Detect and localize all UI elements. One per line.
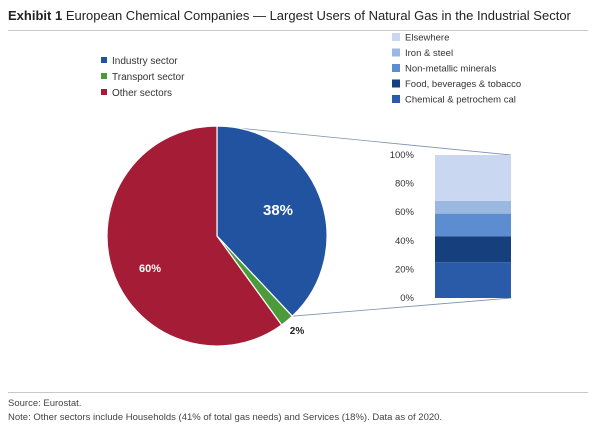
footnote: Note: Other sectors include Households (… <box>8 412 443 423</box>
bar-segment-non-metallic-minerals <box>435 213 511 237</box>
zoom-connector-line <box>216 125 512 156</box>
pie-legend-label: Industry sector <box>112 56 178 67</box>
y-tick-label: 0% <box>400 293 414 304</box>
pie-legend: Industry sector Transport sector Other sec… <box>101 56 185 99</box>
pie-data-label: 38% <box>263 202 293 219</box>
y-tick-label: 40% <box>395 236 415 247</box>
bar-legend-label: Non-metallic minerals <box>405 64 497 75</box>
pie-data-label: 60% <box>139 263 161 275</box>
bar-legend-label: Elsewhere <box>405 33 449 44</box>
bar-legend-swatch <box>392 33 400 41</box>
bar-legend-label: Food, beverages & tobacco <box>405 79 521 90</box>
bar-legend-label: Iron & steel <box>405 48 453 59</box>
pie-legend-swatch <box>101 57 107 63</box>
zoom-connectors <box>216 125 512 317</box>
bar-segment-food-beverages-tobacco <box>435 236 511 263</box>
exhibit-title-text: European Chemical Companies — Largest Us… <box>65 8 571 23</box>
bar-legend-label: Chemical & petrochem cal <box>405 95 516 106</box>
pie-slice-other-sectors <box>106 125 283 347</box>
y-tick-label: 100% <box>390 150 415 161</box>
chart-area: 38% 2% 60% Industry sector Transport sector… <box>101 33 521 347</box>
bar-legend-swatch <box>392 48 400 57</box>
bar-legend-swatch <box>392 95 400 103</box>
zoom-connector-line <box>292 297 512 317</box>
bar-legend-swatch <box>392 79 400 88</box>
top-divider <box>8 30 588 31</box>
pie-chart: 38% 2% 60% <box>106 125 328 347</box>
source-note: Source: Eurostat. <box>8 398 82 409</box>
y-tick-label: 60% <box>395 207 415 218</box>
exhibit-title: Exhibit 1 European Chemical Companies — … <box>8 8 571 23</box>
pie-slice-industry-sector <box>216 125 328 318</box>
bar-segment-iron-steel <box>435 200 511 214</box>
y-tick-label: 80% <box>395 179 415 190</box>
pie-legend-label: Transport sector <box>112 72 185 83</box>
pie-legend-label: Other sectors <box>112 88 172 99</box>
bar-segment-chemical-petrochem-cal <box>435 262 511 298</box>
y-tick-label: 20% <box>395 264 415 275</box>
bar-segment-elsewhere <box>435 155 511 201</box>
pie-legend-swatch <box>101 89 107 95</box>
exhibit-number: Exhibit 1 <box>8 8 63 23</box>
pie-data-label: 2% <box>290 326 305 337</box>
bottom-divider <box>8 392 588 393</box>
stacked-bar-chart: 0% 20% 40% 60% 80% 100% <box>390 150 511 304</box>
pie-legend-swatch <box>101 73 107 79</box>
bar-legend: Elsewhere Iron & steel Non-metallic minera… <box>392 33 521 106</box>
bar-legend-swatch <box>392 64 400 72</box>
